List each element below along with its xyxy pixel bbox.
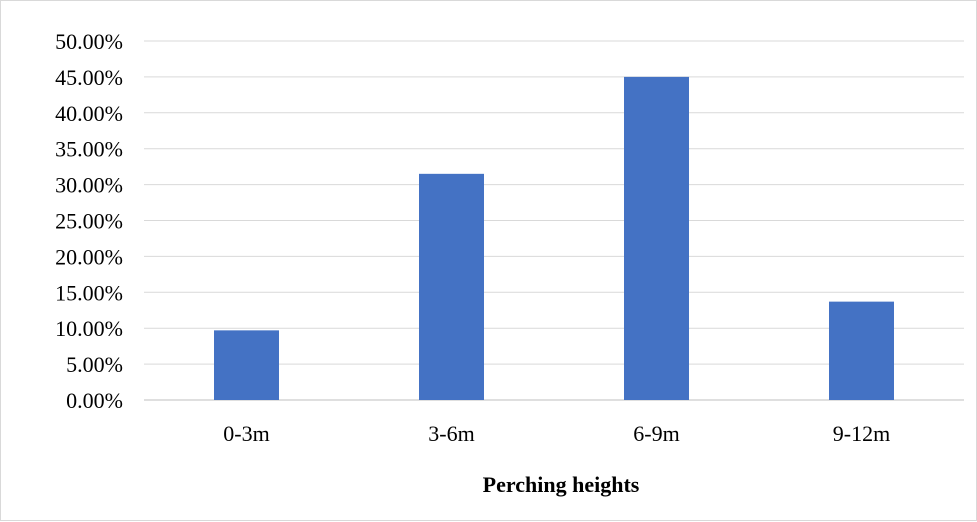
x-axis-ticks: 0-3m 3-6m 6-9m 9-12m (223, 421, 890, 446)
bars (214, 76, 894, 401)
y-tick-label: 45.00% (55, 65, 123, 90)
y-tick-label: 35.00% (55, 137, 123, 162)
x-axis-title: Perching heights (483, 472, 640, 497)
y-tick-label: 20.00% (55, 244, 123, 269)
y-axis-ticks: 0.00% 5.00% 10.00% 15.00% 20.00% 25.00% 30.00%… (55, 29, 123, 413)
y-tick-label: 15.00% (55, 280, 123, 305)
bar-6-9m (624, 76, 689, 401)
y-tick-label: 40.00% (55, 101, 123, 126)
gridlines (144, 40, 964, 401)
bar-9-12m (829, 301, 894, 400)
y-tick-label: 50.00% (55, 29, 123, 54)
x-tick-label: 0-3m (223, 421, 269, 446)
bar-0-3m (214, 330, 279, 400)
x-tick-label: 6-9m (633, 421, 679, 446)
y-tick-label: 25.00% (55, 209, 123, 234)
x-tick-label: 9-12m (833, 421, 890, 446)
x-tick-label: 3-6m (428, 421, 474, 446)
y-tick-label: 30.00% (55, 173, 123, 198)
y-tick-label: 5.00% (66, 352, 123, 377)
y-tick-label: 10.00% (55, 316, 123, 341)
bar-3-6m (419, 173, 484, 400)
y-tick-label: 0.00% (66, 388, 123, 413)
